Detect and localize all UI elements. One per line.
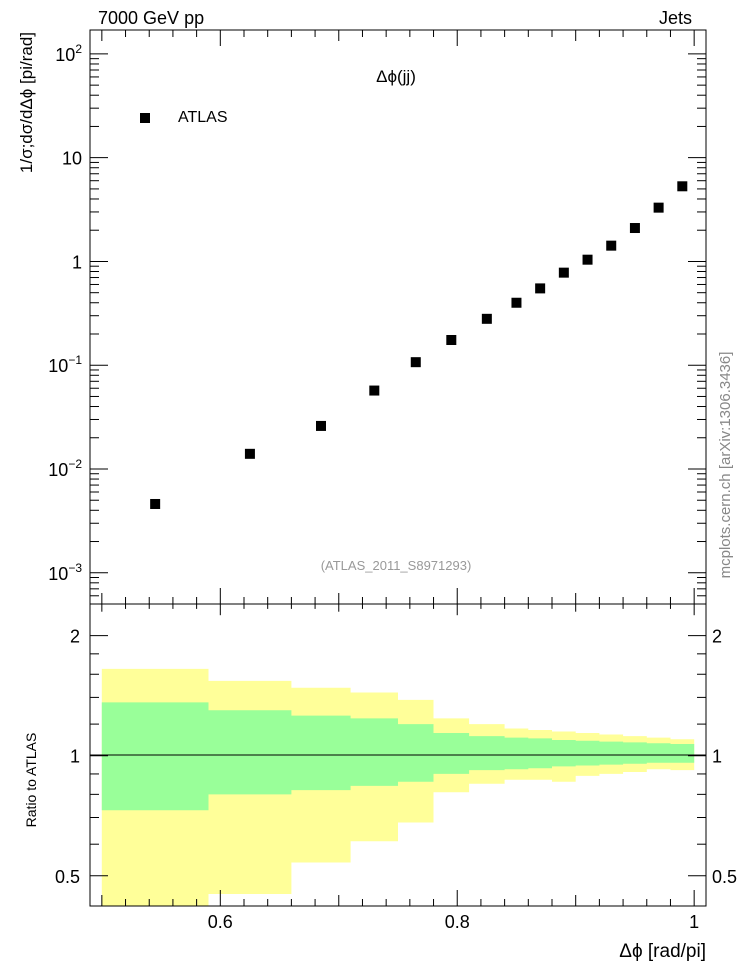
- ratio-y-axis-label: Ratio to ATLAS: [23, 733, 39, 828]
- ratio-y-tick-label-right: 2: [712, 627, 722, 647]
- ratio-y-tick-label: 1: [70, 747, 80, 767]
- legend-marker-atlas: [140, 113, 150, 123]
- main-y-tick-label: 10: [62, 149, 82, 169]
- plot-title: Δϕ(jj): [376, 67, 416, 86]
- header-right: Jets: [659, 8, 692, 28]
- main-y-tick-label: 10−2: [48, 457, 82, 480]
- main-y-tick-label: 102: [55, 42, 82, 65]
- ratio-y-tick-label-right: 0.5: [712, 867, 737, 887]
- data-point: [558, 267, 569, 278]
- data-point: [653, 202, 664, 213]
- header-left: 7000 GeV pp: [98, 8, 204, 28]
- data-point: [511, 297, 522, 308]
- data-point: [316, 420, 326, 431]
- analysis-watermark: (ATLAS_2011_S8971293): [321, 558, 472, 573]
- mcplots-side-label: mcplots.cern.ch [arXiv:1306.3436]: [717, 352, 734, 579]
- legend-label-atlas: ATLAS: [178, 109, 228, 126]
- data-points: [150, 181, 688, 509]
- data-point: [369, 385, 380, 396]
- data-point: [677, 181, 688, 192]
- main-y-tick-label: 10−1: [48, 353, 82, 376]
- data-point: [535, 283, 546, 294]
- data-point: [629, 223, 640, 234]
- main-y-tick-label: 1: [72, 252, 82, 272]
- main-y-axis-label: 1/σ;dσ/dΔϕ [pi/rad]: [17, 32, 36, 173]
- data-point: [606, 240, 617, 251]
- ratio-y-tick-label: 2: [70, 627, 80, 647]
- main-y-tick-label: 10−3: [48, 561, 82, 584]
- data-point: [150, 498, 161, 509]
- ratio-y-tick-label-right: 1: [712, 747, 722, 767]
- x-axis-label: Δϕ [rad/pi]: [619, 941, 706, 962]
- data-point: [410, 357, 421, 368]
- ratio-bands: [101, 668, 695, 906]
- data-point: [481, 313, 492, 324]
- ratio-y-tick-label: 0.5: [55, 867, 80, 887]
- x-tick-label: 0.8: [445, 912, 470, 932]
- data-point: [582, 254, 593, 265]
- data-point: [446, 335, 457, 346]
- x-tick-label: 0.6: [208, 912, 233, 932]
- axes-ticks: 10−3 10−2 10−1 1 10 102 0.6 0.8 1 0.5 0.5 1 1 2 2: [48, 30, 737, 932]
- x-tick-label: 1: [689, 912, 699, 932]
- data-point: [244, 448, 255, 459]
- inner-uncertainty-band: [101, 702, 695, 811]
